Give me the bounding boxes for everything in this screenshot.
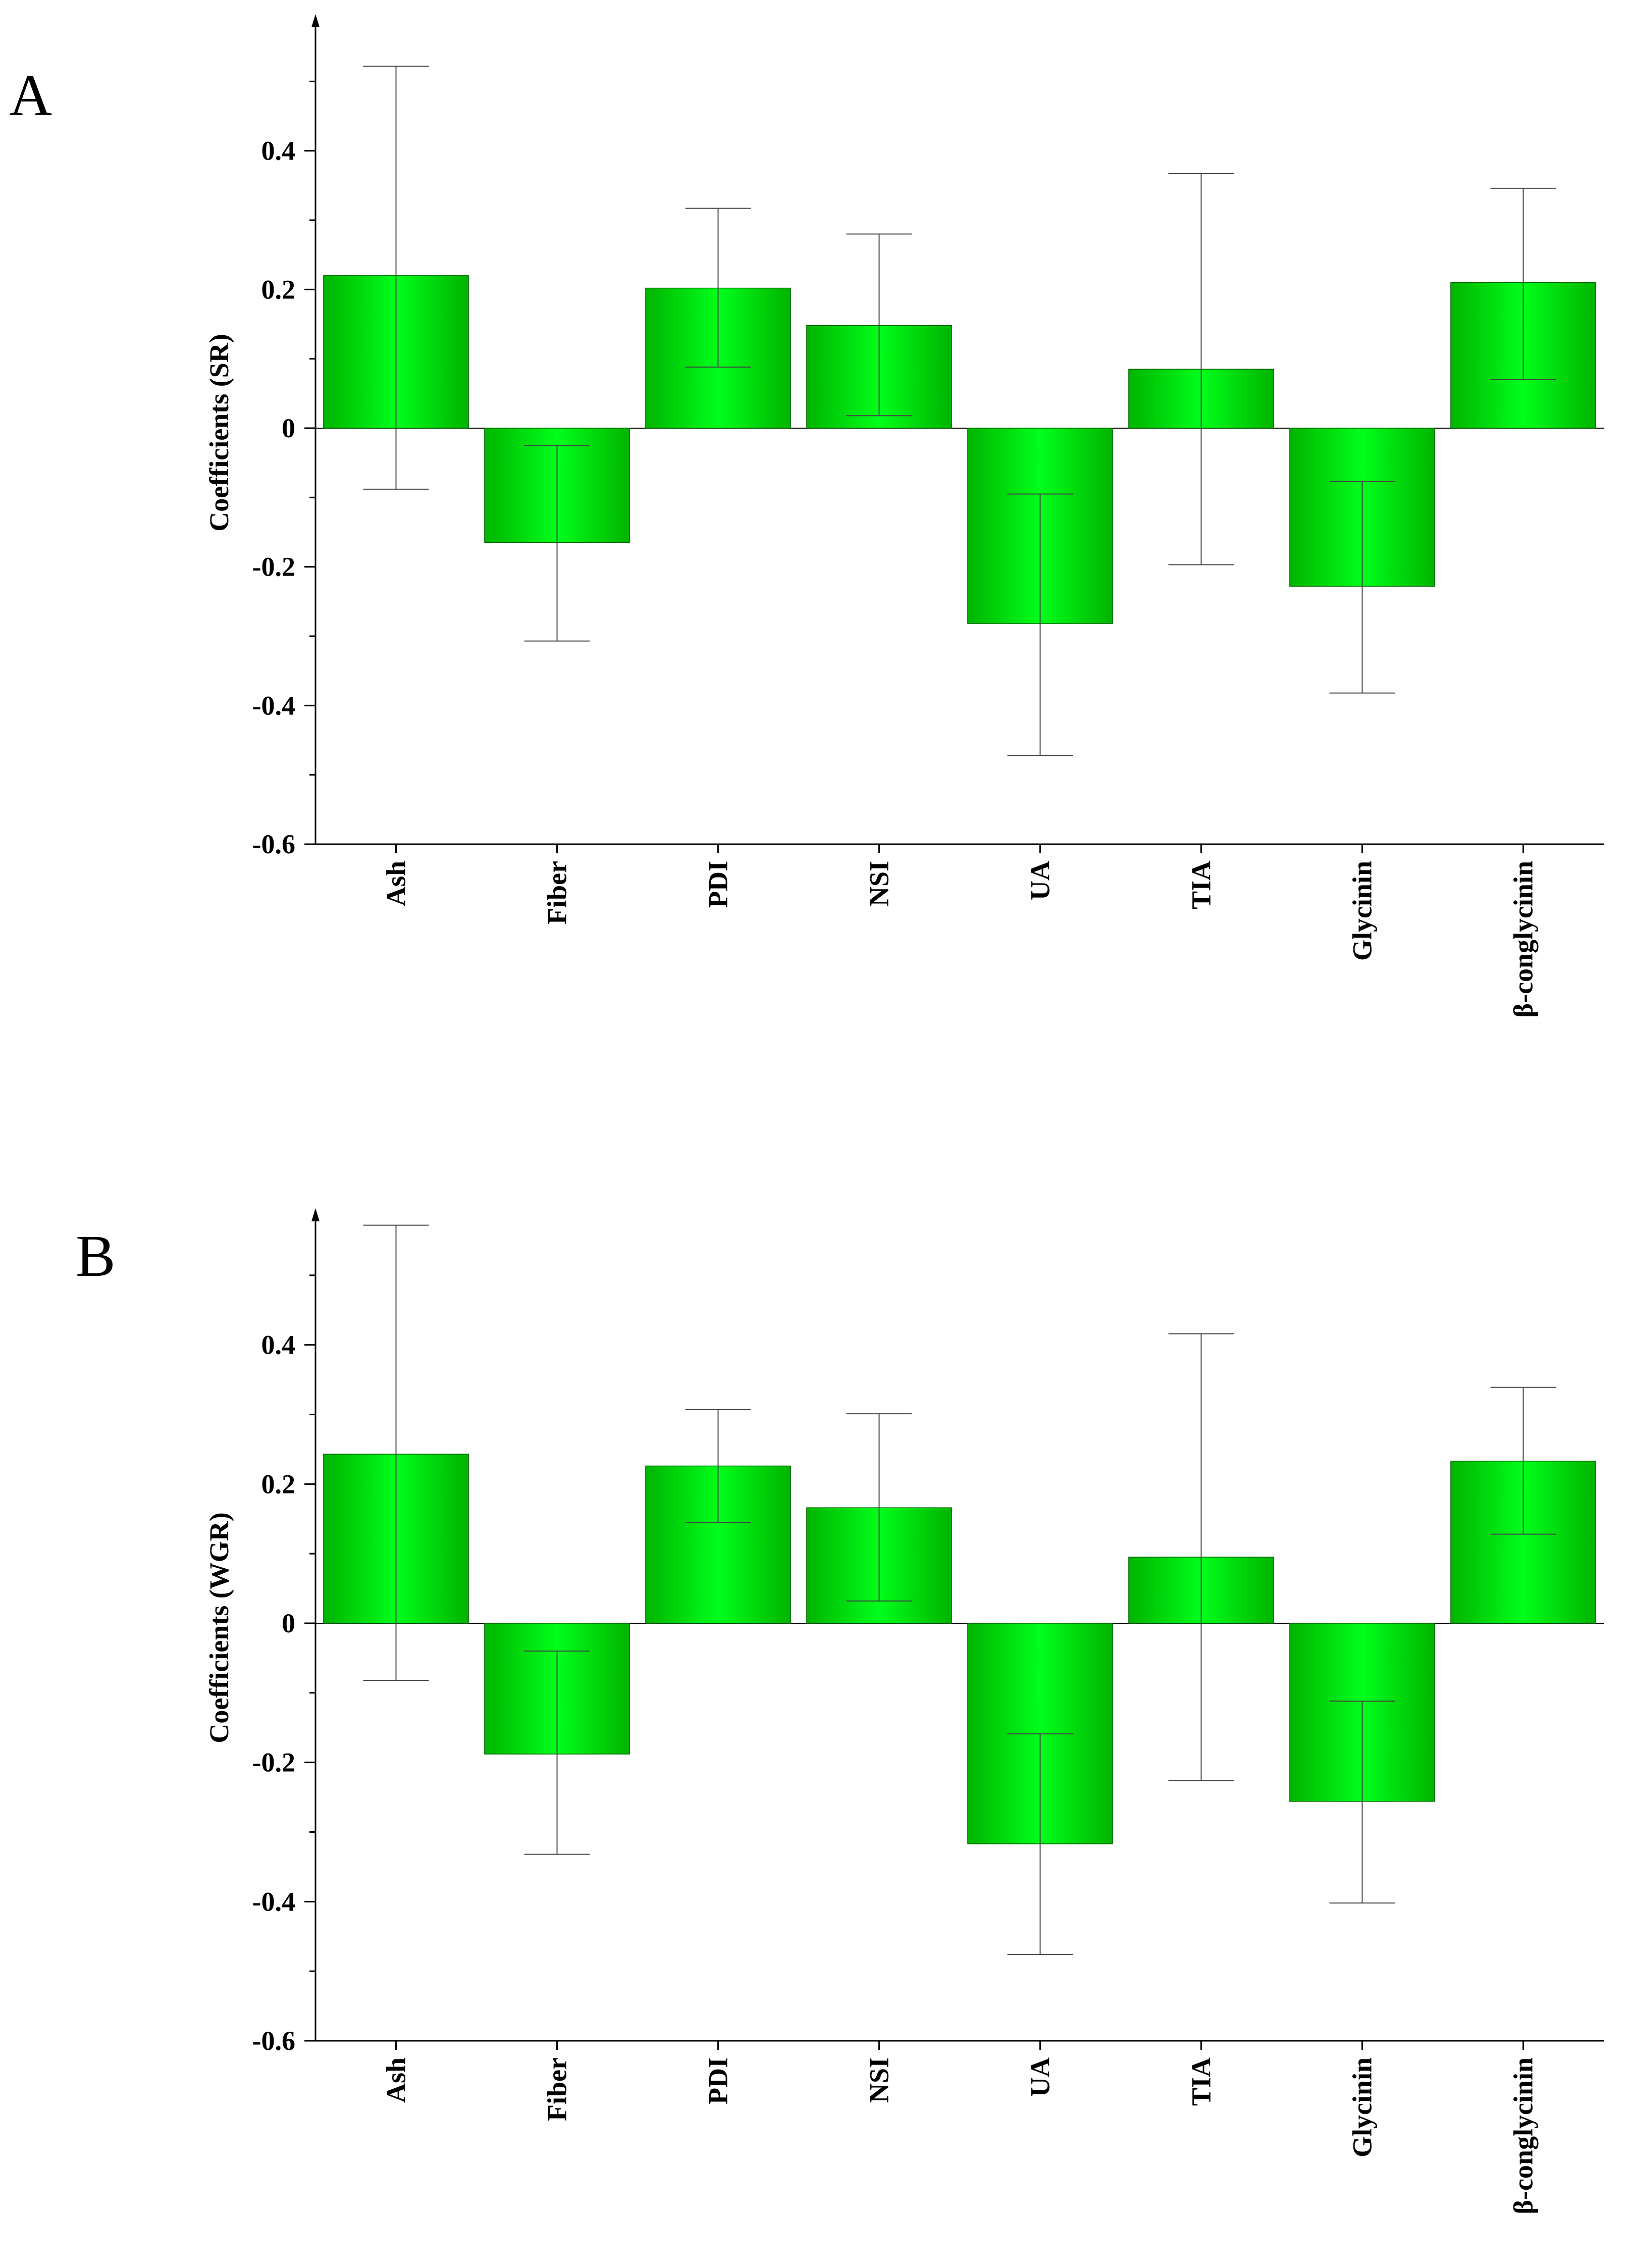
panel-b-category-label: β-conglycinin: [1508, 2057, 1539, 2214]
panel-a-category-label: Glycinin: [1347, 861, 1378, 961]
panel-b: B Coefficients (WGR) -0.6 -0.4 -0.2 0 0.2 0.4…: [76, 1208, 1604, 2214]
panel-b-y-tick-label: -0.2: [252, 1747, 295, 1778]
panel-a-category-label: TIA: [1186, 861, 1217, 909]
panel-a-y-tick-label: 0: [282, 413, 295, 443]
panel-a-category-label: NSI: [864, 861, 895, 906]
panel-a-y-axis-arrow: [311, 14, 320, 27]
panel-b-y-tick-label: 0.4: [261, 1330, 296, 1360]
panel-a-y-tick-label: 0.2: [261, 274, 296, 304]
panel-a-label: A: [9, 62, 52, 128]
panel-a-y-tick-label: -0.6: [252, 829, 295, 859]
panel-a-category-label: UA: [1025, 861, 1056, 900]
panel-b-category-label: Glycinin: [1347, 2057, 1378, 2157]
panel-b-category-label: UA: [1025, 2057, 1056, 2097]
panel-a-category-label: Ash: [381, 861, 411, 906]
panel-b-y-axis-arrow: [311, 1208, 320, 1221]
panel-a-error-bars: [363, 66, 1556, 756]
panel-a-y-tick-label: -0.2: [252, 552, 295, 582]
panel-b-category-label: Ash: [381, 2057, 411, 2103]
panel-b-category-label: TIA: [1186, 2057, 1217, 2106]
panel-b-y-tick-label: 0: [282, 1608, 295, 1638]
panel-b-y-tick-label: 0.2: [261, 1469, 296, 1499]
panel-a-y-axis-title: Coefficients (SR): [204, 334, 234, 531]
panel-b-y-tick-label: -0.4: [252, 1886, 295, 1917]
panel-b-y-axis-title: Coefficients (WGR): [204, 1512, 234, 1743]
panel-b-bars: [323, 1454, 1596, 1844]
panel-b-error-bars: [363, 1224, 1556, 1955]
panel-a: A Coefficients (SR) -0.6-0.4-0.200.20.4 …: [9, 14, 1604, 1017]
panel-a-y-ticks: -0.6 -0.4 -0.2 0 0.2 0.4: [252, 80, 316, 859]
panel-a-y-tick-label: -0.4: [252, 690, 295, 720]
panel-b-category-label: Fiber: [542, 2057, 572, 2121]
panel-a-category-labels: Ash Fiber PDI NSI UA TIA Glycinin β-conglycinin: [381, 844, 1539, 1017]
panel-a-category-label: PDI: [703, 861, 733, 908]
panel-b-category-labels: Ash Fiber PDI NSI UA TIA Glycinin β-conglycinin: [381, 2041, 1539, 2214]
panel-b-label: B: [76, 1223, 116, 1289]
panel-b-category-label: NSI: [864, 2057, 895, 2103]
panel-b-y-tick-label: -0.6: [252, 2026, 295, 2056]
panel-a-category-label: β-conglycinin: [1508, 861, 1539, 1017]
panel-a-y-tick-label: 0.4: [261, 136, 296, 166]
panel-a-category-label: Fiber: [542, 861, 572, 924]
panel-a-bars: [323, 275, 1596, 625]
panel-b-category-label: PDI: [703, 2057, 733, 2104]
panel-b-y-ticks: -0.6 -0.4 -0.2 0 0.2 0.4: [252, 1274, 316, 2056]
